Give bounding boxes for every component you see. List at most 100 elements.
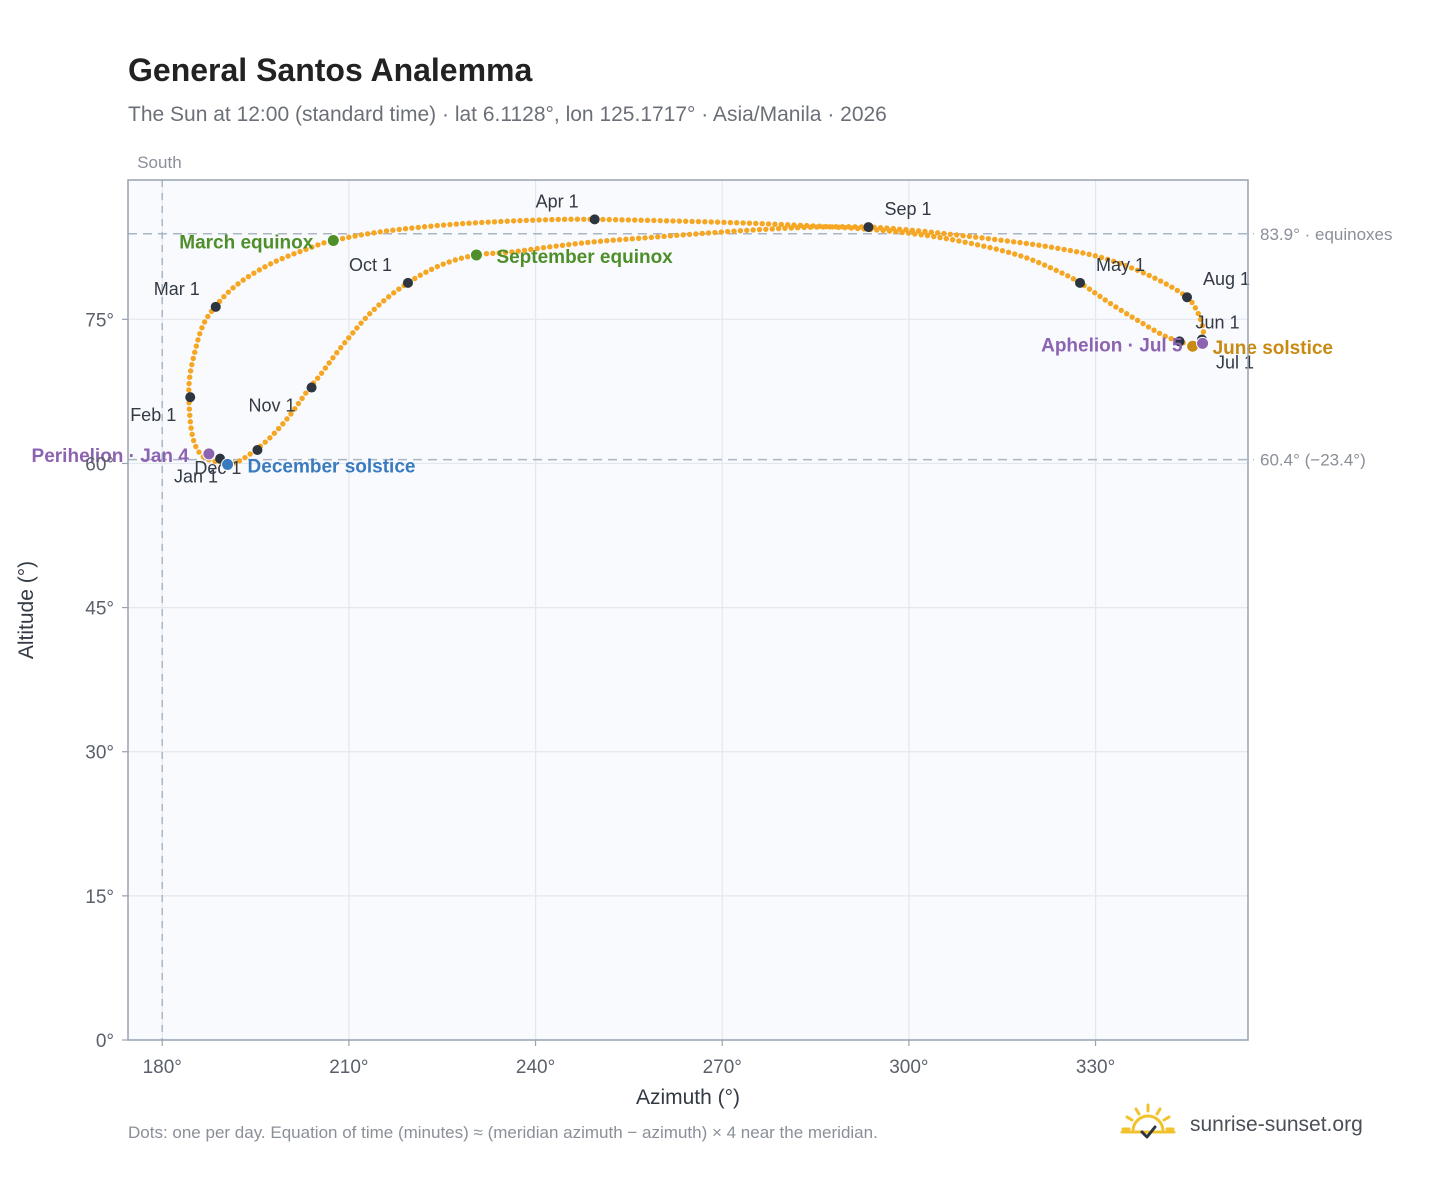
daily-sun-dot bbox=[383, 228, 390, 234]
daily-sun-dot bbox=[1024, 255, 1030, 261]
daily-sun-dot bbox=[362, 315, 369, 322]
daily-sun-dot bbox=[1070, 276, 1077, 282]
daily-sun-dot bbox=[683, 218, 689, 224]
daily-sun-dot bbox=[629, 236, 635, 242]
daily-sun-dot bbox=[262, 439, 268, 445]
daily-sun-dot bbox=[350, 330, 356, 336]
daily-sun-dot bbox=[756, 226, 763, 233]
y-tick-label: 30° bbox=[85, 743, 114, 764]
daily-sun-dot bbox=[364, 231, 371, 237]
x-tick-label: 180° bbox=[143, 1057, 182, 1078]
x-tick-label: 240° bbox=[516, 1057, 555, 1078]
daily-sun-dot bbox=[440, 261, 446, 267]
daily-sun-dot bbox=[415, 224, 421, 231]
daily-sun-dot bbox=[968, 240, 975, 247]
daily-sun-dot bbox=[417, 272, 423, 278]
daily-sun-dot bbox=[724, 228, 731, 235]
daily-sun-dot bbox=[447, 221, 453, 228]
daily-sun-dot bbox=[315, 242, 321, 248]
daily-sun-dot bbox=[267, 261, 274, 267]
daily-sun-dot bbox=[1041, 262, 1048, 268]
sun-logo-icon bbox=[1120, 1103, 1176, 1139]
daily-sun-dot bbox=[530, 217, 536, 223]
daily-sun-dot bbox=[884, 225, 890, 231]
event-marker-dot bbox=[326, 234, 340, 248]
daily-sun-dot bbox=[1036, 259, 1042, 266]
daily-sun-dot bbox=[262, 264, 268, 270]
daily-sun-dot bbox=[291, 251, 297, 257]
daily-sun-dot bbox=[896, 226, 903, 232]
daily-sun-dot bbox=[235, 281, 241, 287]
daily-sun-dot bbox=[452, 257, 458, 263]
daily-sun-dot bbox=[1029, 241, 1036, 247]
daily-sun-dot bbox=[334, 349, 340, 356]
daily-sun-dot bbox=[597, 238, 604, 244]
daily-sun-dot bbox=[434, 263, 441, 270]
daily-sun-dot bbox=[381, 298, 387, 304]
daily-sun-dot bbox=[376, 302, 382, 308]
daily-sun-dot bbox=[670, 218, 676, 224]
daily-sun-dot bbox=[993, 246, 999, 252]
daily-sun-dot bbox=[651, 217, 657, 224]
daily-sun-dot bbox=[458, 255, 465, 261]
daily-sun-dot bbox=[186, 374, 193, 380]
month-marker-dot bbox=[589, 214, 600, 225]
daily-sun-dot bbox=[1061, 246, 1067, 253]
daily-sun-dot bbox=[750, 227, 756, 233]
daily-sun-dot bbox=[638, 217, 644, 223]
daily-sun-dot bbox=[472, 220, 479, 226]
month-marker-label: Dec 1 bbox=[194, 458, 241, 478]
daily-sun-dot bbox=[358, 320, 364, 326]
month-marker-label: Jul 1 bbox=[1216, 353, 1254, 373]
daily-sun-dot bbox=[998, 237, 1004, 243]
daily-sun-dot bbox=[782, 225, 788, 231]
daily-sun-dot bbox=[981, 243, 987, 249]
daily-sun-dot bbox=[740, 220, 746, 226]
daily-sun-dot bbox=[1134, 267, 1141, 273]
y-axis-title: Altitude (°) bbox=[15, 561, 38, 659]
daily-sun-dot bbox=[744, 227, 750, 234]
daily-sun-dot bbox=[956, 238, 962, 244]
x-axis-title: Azimuth (°) bbox=[636, 1086, 740, 1109]
month-marker-label: Feb 1 bbox=[130, 405, 176, 425]
daily-sun-dot bbox=[358, 232, 365, 238]
daily-sun-dot bbox=[186, 380, 192, 387]
daily-sun-dot bbox=[903, 227, 909, 233]
daily-sun-dot bbox=[1156, 330, 1163, 337]
daily-sun-dot bbox=[542, 217, 549, 223]
daily-sun-dot bbox=[528, 246, 534, 253]
daily-sun-dot bbox=[504, 218, 510, 224]
daily-sun-dot bbox=[934, 230, 941, 236]
daily-sun-dot bbox=[561, 216, 568, 223]
daily-sun-dot bbox=[199, 325, 205, 331]
brand-logo[interactable]: sunrise-sunset.org bbox=[1120, 1100, 1363, 1150]
daily-sun-dot bbox=[928, 229, 935, 235]
daily-sun-dot bbox=[585, 239, 591, 246]
daily-sun-dot bbox=[1146, 272, 1152, 279]
daily-sun-dot bbox=[839, 224, 846, 230]
daily-sun-dot bbox=[1065, 273, 1071, 279]
daily-sun-dot bbox=[423, 269, 429, 275]
daily-sun-dot bbox=[1174, 287, 1180, 294]
daily-sun-dot bbox=[371, 306, 377, 312]
month-marker-dot bbox=[185, 392, 196, 403]
daily-sun-dot bbox=[247, 451, 253, 457]
daily-sun-dot bbox=[1018, 253, 1024, 259]
daily-sun-dot bbox=[1162, 333, 1168, 339]
daily-sun-dot bbox=[510, 218, 517, 224]
daily-sun-dot bbox=[974, 242, 981, 248]
daily-sun-dot bbox=[288, 411, 294, 417]
month-marker-dot bbox=[403, 277, 413, 288]
daily-sun-dot bbox=[1195, 310, 1201, 317]
daily-sun-dot bbox=[1086, 251, 1092, 258]
daily-sun-dot bbox=[619, 217, 625, 223]
daily-sun-dot bbox=[547, 244, 553, 250]
daily-sun-dot bbox=[600, 216, 606, 223]
daily-sun-dot bbox=[201, 319, 208, 325]
daily-sun-dot bbox=[1098, 254, 1105, 261]
event-label: June solstice bbox=[1213, 338, 1333, 359]
daily-sun-dot bbox=[464, 254, 471, 260]
daily-sun-dot bbox=[689, 218, 695, 225]
daily-sun-dot bbox=[616, 237, 623, 243]
daily-sun-dot bbox=[1168, 335, 1174, 342]
